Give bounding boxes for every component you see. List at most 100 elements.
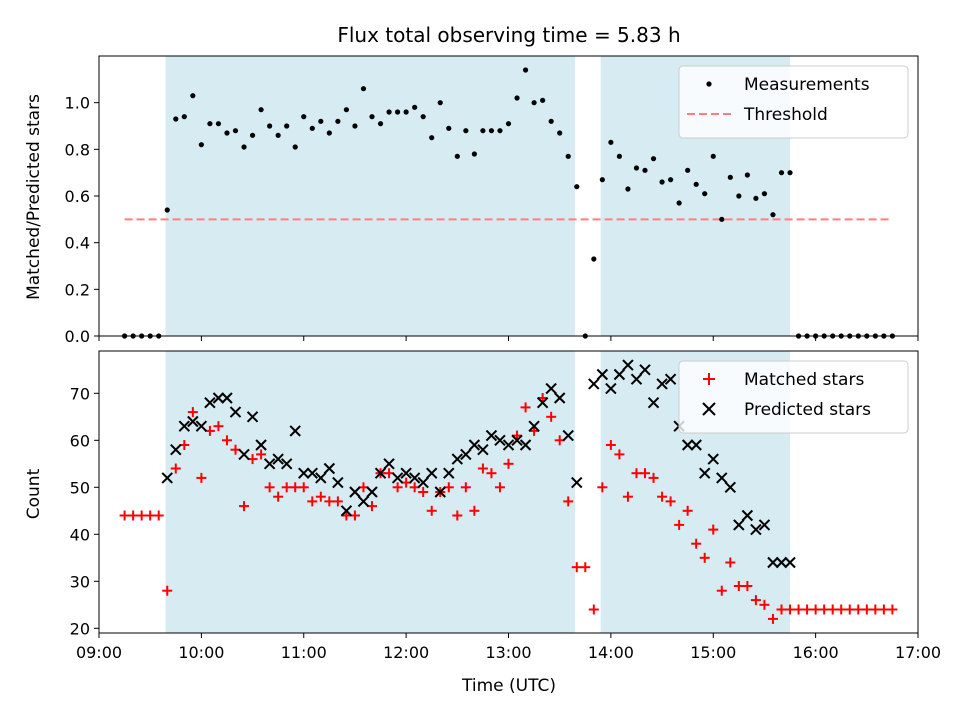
x-stroke-b (229, 406, 242, 418)
bottom-matched-stars-point (870, 604, 881, 615)
top-measurements-point (727, 174, 733, 180)
bottom-matched-stars-point (861, 604, 872, 615)
x-stroke-b (613, 368, 626, 381)
x-stroke-b (323, 462, 336, 475)
bottom-predicted-stars-point (255, 439, 267, 451)
bottom-predicted-stars-point (229, 406, 242, 418)
x-stroke-b (571, 476, 583, 489)
bottom-predicted-stars-point (306, 467, 318, 479)
bottom-matched-stars-point (460, 482, 471, 493)
bottom-matched-stars-point (418, 487, 429, 497)
bottom-matched-stars-point (273, 491, 284, 502)
bottom-predicted-stars-point (426, 467, 438, 479)
bottom-predicted-stars-point (280, 458, 293, 470)
top-measurements-point (488, 128, 495, 134)
top-measurements-point (565, 153, 571, 159)
bottom-matched-stars-point (145, 510, 156, 521)
x-stroke-b (784, 556, 796, 569)
top-measurements-point (352, 123, 358, 129)
bottom-y-tick-label: 50 (70, 478, 90, 497)
bottom-matched-stars-point (290, 482, 301, 493)
x-tick-label: 16:00 (793, 643, 839, 662)
x-stroke-b (485, 429, 498, 442)
x-stroke-b (468, 439, 481, 451)
bottom-predicted-stars-point (366, 486, 378, 498)
top-measurements-point (736, 193, 742, 199)
bottom-predicted-stars-point (170, 443, 182, 456)
x-stroke-b (246, 411, 259, 423)
bottom-matched-stars-point (819, 604, 830, 615)
top-measurements-point (548, 118, 554, 124)
bottom-matched-stars-point (887, 604, 898, 615)
bottom-predicted-stars-point (596, 368, 609, 381)
x-tick-label: 17:00 (895, 643, 941, 662)
bottom-legend: Matched stars Predicted stars (678, 360, 909, 434)
legend-label: Threshold (743, 105, 828, 125)
bottom-matched-stars-point (486, 468, 497, 479)
top-measurements-point (215, 121, 222, 127)
bottom-predicted-stars-point (468, 439, 481, 451)
bottom-matched-stars-point (793, 604, 804, 615)
bottom-y-tick-label: 70 (70, 384, 90, 403)
x-stroke-b (630, 373, 643, 385)
bottom-matched-stars-point (332, 496, 343, 507)
bottom-matched-stars-point (657, 491, 668, 502)
bottom-matched-stars-point (665, 496, 676, 507)
bottom-matched-stars-point (648, 472, 659, 483)
top-measurements-point (599, 177, 605, 183)
top-y-tick-label: 0.0 (65, 327, 90, 346)
bottom-predicted-stars-point (332, 476, 344, 489)
bottom-predicted-stars-point (502, 439, 515, 451)
bottom-predicted-stars-point (562, 429, 574, 442)
top-measurements-point (540, 97, 546, 103)
bottom-predicted-stars-point (690, 439, 702, 451)
bottom-predicted-stars-point (613, 368, 626, 381)
bottom-predicted-stars-point (553, 392, 566, 404)
x-tick-label: 10:00 (178, 643, 224, 662)
bottom-matched-stars-point (170, 463, 181, 474)
bottom-predicted-stars-point (741, 509, 754, 522)
top-measurements-point (301, 114, 307, 120)
x-stroke-b (536, 396, 549, 409)
top-measurements-point (531, 100, 537, 106)
x-stroke-b (775, 556, 788, 569)
bottom-y-tick-label: 20 (70, 619, 90, 638)
top-measurements-point (394, 109, 401, 115)
bottom-predicted-stars-point (647, 396, 660, 409)
top-measurements-point (403, 109, 409, 115)
bottom-matched-stars-point (682, 505, 693, 516)
x-stroke-b (357, 495, 370, 508)
bottom-predicted-stars-point (383, 458, 395, 470)
x-stroke-b (716, 472, 728, 484)
top-measurements-point (318, 118, 324, 124)
bottom-matched-stars-point (614, 449, 625, 460)
bottom-matched-stars-point (750, 595, 761, 606)
top-measurements-point (659, 179, 665, 185)
bottom-matched-stars-point (827, 604, 838, 615)
bottom-matched-stars-point (213, 421, 224, 432)
top-measurements-point (309, 125, 315, 131)
bottom-predicted-stars-point (485, 429, 498, 442)
bottom-matched-stars-point (597, 482, 608, 493)
bottom-predicted-stars-point (545, 382, 557, 395)
bottom-matched-stars-point (733, 581, 744, 591)
bottom-predicted-stars-point (630, 373, 643, 385)
bottom-matched-stars-point (392, 482, 403, 493)
top-measurements-point (667, 177, 674, 183)
bottom-matched-stars-point (520, 402, 531, 413)
top-measurements-point (650, 156, 657, 162)
bottom-matched-stars-point (580, 562, 591, 573)
bottom-matched-stars-point (563, 496, 574, 507)
top-measurements-point (633, 165, 640, 171)
bottom-matched-stars-point (196, 472, 207, 483)
bottom-matched-stars-point (691, 538, 702, 549)
bottom-matched-stars-point (631, 468, 642, 479)
top-measurements-point (685, 167, 691, 173)
bottom-predicted-stars-point (588, 378, 600, 390)
x-stroke-b (656, 378, 668, 390)
x-stroke-b (272, 453, 284, 465)
bottom-predicted-stars-point (639, 364, 651, 376)
x-stroke-b (187, 415, 199, 428)
top-measurements-point (360, 86, 367, 92)
